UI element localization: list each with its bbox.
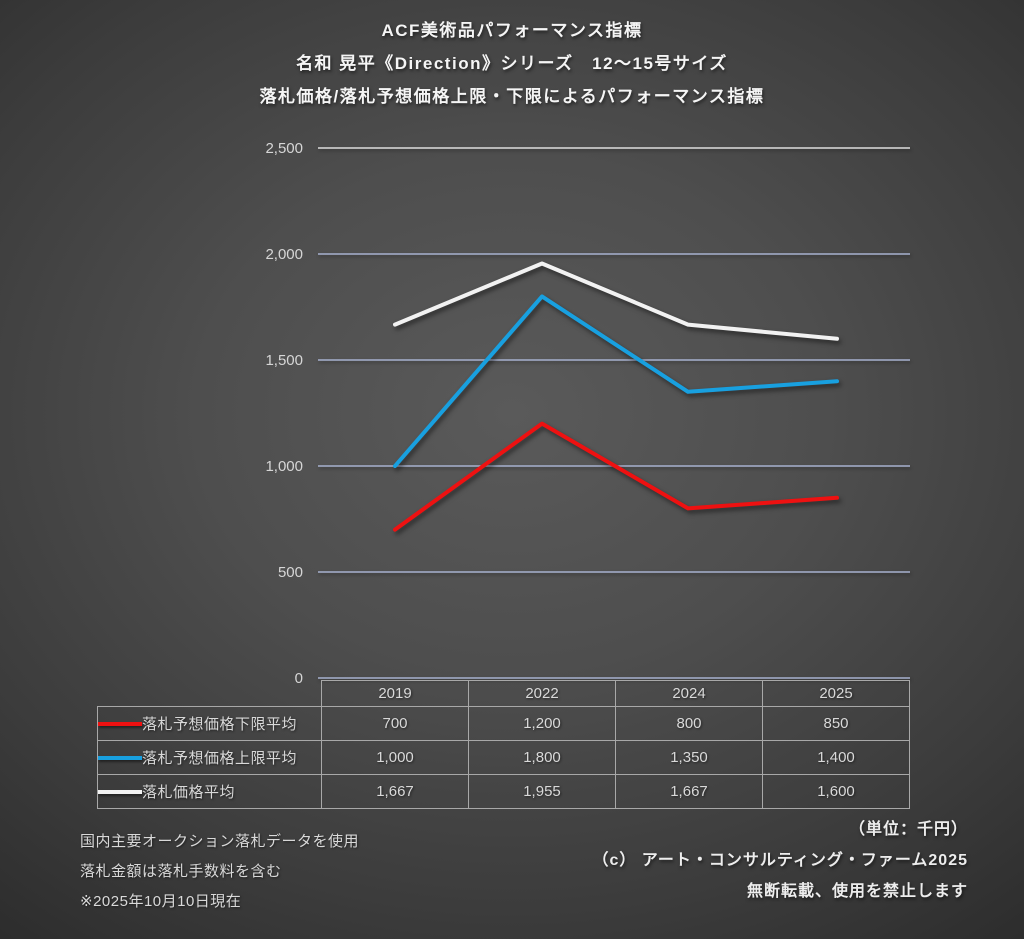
- cell-upper-2025: 1,400: [762, 740, 910, 775]
- line-chart: 0 500 1,000 1,500 2,000 2,500: [250, 130, 930, 690]
- cell-upper-2024: 1,350: [615, 740, 763, 775]
- y-tick-0: 0: [295, 670, 303, 687]
- cell-upper-2019: 1,000: [321, 740, 469, 775]
- col-header-2019: 2019: [321, 680, 469, 707]
- cell-lower-2024: 800: [615, 706, 763, 741]
- table-blank-corner: [97, 680, 322, 707]
- series-lines: [393, 261, 839, 532]
- red-line-legend-swatch: [98, 721, 142, 726]
- no-reproduction-notice: 無断転載、使用を禁止します: [746, 883, 968, 900]
- table-header-row: 2019 2022 2024 2025: [97, 680, 910, 707]
- footnote-fees: 落札金額は落札手数料を含む: [80, 863, 282, 880]
- copyright-line: （c） アート・コンサルティング・ファーム2025: [592, 852, 968, 869]
- cell-hammer-2019: 1,667: [321, 774, 469, 809]
- y-tick-1000: 1,000: [265, 458, 303, 475]
- y-axis-tick-labels: 0 500 1,000 1,500 2,000 2,500: [265, 140, 303, 687]
- plot-area: 0 500 1,000 1,500 2,000 2,500: [265, 140, 910, 687]
- footnotes-right: （単位：千円） （c） アート・コンサルティング・ファーム2025 無断転載、使…: [592, 814, 968, 907]
- y-tick-1500: 1,500: [265, 352, 303, 369]
- y-tick-2000: 2,000: [265, 246, 303, 263]
- cell-lower-2019: 700: [321, 706, 469, 741]
- col-header-2025: 2025: [762, 680, 910, 707]
- cell-hammer-2024: 1,667: [615, 774, 763, 809]
- footnote-data-source: 国内主要オークション落札データを使用: [80, 833, 360, 850]
- legend-cell-upper-bound: 落札予想価格上限平均: [97, 740, 322, 775]
- cell-hammer-2025: 1,600: [762, 774, 910, 809]
- series-line-1: [393, 294, 839, 468]
- unit-note: （単位：千円）: [848, 821, 968, 838]
- blue-line-legend-swatch: [98, 755, 142, 760]
- legend-cell-lower-bound: 落札予想価格下限平均: [97, 706, 322, 741]
- title-line-3: 落札価格/落札予想価格上限・下限によるパフォーマンス指標: [259, 87, 765, 106]
- series-label: 落札予想価格下限平均: [142, 716, 298, 733]
- col-header-2022: 2022: [468, 680, 616, 707]
- cell-hammer-2022: 1,955: [468, 774, 616, 809]
- y-tick-2500: 2,500: [265, 140, 303, 157]
- cell-lower-2025: 850: [762, 706, 910, 741]
- legend-cell-hammer-price: 落札価格平均: [97, 774, 322, 809]
- cell-upper-2022: 1,800: [468, 740, 616, 775]
- series-line-2: [393, 261, 839, 341]
- table-row: 落札予想価格下限平均 700 1,200 800 850: [97, 706, 910, 741]
- footnotes-left: 国内主要オークション落札データを使用 落札金額は落札手数料を含む ※2025年1…: [80, 827, 359, 917]
- title-line-2: 名和 晃平《Direction》シリーズ 12～15号サイズ: [296, 54, 728, 73]
- chart-data-table: 2019 2022 2024 2025 落札予想価格下限平均 700 1,200…: [97, 680, 910, 809]
- footnote-as-of-date: ※2025年10月10日現在: [80, 893, 242, 910]
- gridlines: [318, 147, 910, 679]
- chart-title-block: ACF美術品パフォーマンス指標 名和 晃平《Direction》シリーズ 12～…: [0, 14, 1024, 113]
- white-line-legend-swatch: [98, 789, 142, 794]
- cell-lower-2022: 1,200: [468, 706, 616, 741]
- table-row: 落札価格平均 1,667 1,955 1,667 1,600: [97, 774, 910, 809]
- table-row: 落札予想価格上限平均 1,000 1,800 1,350 1,400: [97, 740, 910, 775]
- series-label: 落札価格平均: [142, 784, 236, 801]
- title-line-1: ACF美術品パフォーマンス指標: [381, 21, 643, 40]
- col-header-2024: 2024: [615, 680, 763, 707]
- series-label: 落札予想価格上限平均: [142, 750, 298, 767]
- series-line-0: [393, 421, 839, 532]
- y-tick-500: 500: [278, 564, 303, 581]
